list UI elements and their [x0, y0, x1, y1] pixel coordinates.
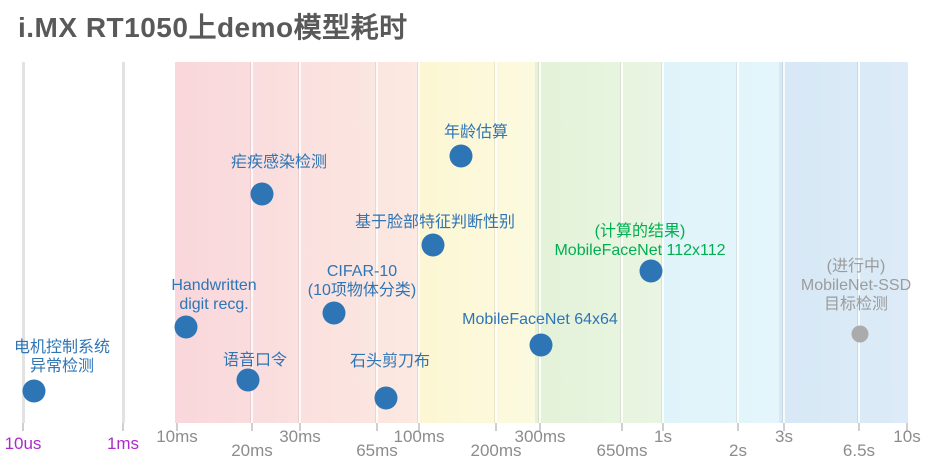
- point-mobilefacenet-112: [639, 259, 663, 283]
- gridline-20ms: [251, 62, 253, 423]
- gridline-200ms: [495, 62, 497, 423]
- label-gender-from-face: 基于脸部特征判断性别: [355, 213, 515, 232]
- tick-20ms: [251, 423, 253, 431]
- gridline-30ms: [299, 62, 301, 423]
- tick-label-300ms: 300ms: [514, 427, 566, 446]
- tick-3s: [783, 423, 785, 431]
- label-mobilenet-ssd: (进行中) MobileNet-SSD 目标检测: [801, 257, 911, 314]
- label-motor-anomaly: 电机控制系统 异常检测: [14, 338, 110, 376]
- tick-label-200ms: 200ms: [470, 441, 522, 459]
- label-line: Handwritten: [171, 277, 257, 294]
- tick-label-10s: 10s: [893, 427, 921, 446]
- tick-200ms: [495, 423, 497, 431]
- gridline-2s: [737, 62, 739, 423]
- label-handwritten-digit: Handwritten digit recg.: [171, 276, 256, 314]
- gridline-65ms: [376, 62, 378, 423]
- time-band-10ms-100ms: [175, 62, 419, 423]
- point-voice-command: [236, 368, 260, 392]
- label-line: 异常检测: [29, 358, 95, 375]
- tick-30ms: [299, 423, 301, 431]
- tick-label-30ms: 30ms: [279, 427, 321, 446]
- tick-1s: [662, 423, 664, 431]
- label-rock-paper-scissors: 石头剪刀布: [350, 352, 430, 371]
- tick-label-1s: 1s: [654, 427, 672, 446]
- gridline-3s: [783, 62, 785, 423]
- gridline-6.5s: [858, 62, 860, 423]
- tick-10ms: [176, 423, 178, 431]
- point-mobilefacenet-64: [529, 333, 553, 357]
- label-mobilefacenet-64: MobileFaceNet 64x64: [462, 310, 618, 329]
- label-age-estimation: 年龄估算: [444, 123, 508, 142]
- label-line: 石头剪刀布: [349, 353, 431, 370]
- label-line: MobileFaceNet 64x64: [462, 311, 618, 328]
- gridline-10us: [22, 62, 25, 423]
- tick-650ms: [621, 423, 623, 431]
- point-motor-anomaly: [22, 379, 46, 403]
- label-line: 疟疾感染检测: [230, 154, 328, 171]
- time-band-300ms-1s: [535, 62, 663, 423]
- point-mobilenet-ssd: [851, 325, 869, 343]
- label-line: 基于脸部特征判断性别: [354, 214, 516, 231]
- label-line: (进行中): [826, 258, 886, 275]
- tick-label-10us: 10us: [4, 434, 42, 453]
- label-line: digit recg.: [179, 296, 249, 313]
- label-line: 语音口令: [222, 352, 288, 369]
- gridline-1s: [662, 62, 664, 423]
- tick-2s: [737, 423, 739, 431]
- tick-label-650ms: 650ms: [596, 441, 648, 459]
- gridline-100ms: [418, 62, 420, 423]
- point-cifar10: [322, 301, 346, 325]
- label-line: CIFAR-10: [326, 263, 398, 280]
- point-age-estimation: [449, 144, 473, 168]
- label-mobilefacenet-112: (计算的结果) MobileFaceNet 112x112: [554, 222, 725, 260]
- tick-label-10ms: 10ms: [156, 427, 198, 446]
- label-line: (10项物体分类): [307, 282, 417, 299]
- chart-title: i.MX RT1050上demo模型耗时: [18, 12, 408, 43]
- label-line: 电机控制系统: [13, 339, 111, 356]
- tick-10s: [906, 423, 908, 431]
- label-voice-command: 语音口令: [223, 351, 287, 370]
- time-band-1s-3s: [663, 62, 779, 423]
- time-band-3s-10s: [779, 62, 908, 423]
- tick-1ms: [122, 423, 124, 431]
- point-malaria-detect: [250, 182, 274, 206]
- point-gender-from-face: [421, 233, 445, 257]
- tick-label-65ms: 65ms: [356, 441, 398, 459]
- tick-label-20ms: 20ms: [231, 441, 273, 459]
- label-cifar10: CIFAR-10 (10项物体分类): [308, 262, 416, 300]
- tick-label-2s: 2s: [729, 441, 747, 459]
- point-rock-paper-scissors: [374, 386, 398, 410]
- label-malaria-detect: 疟疾感染检测: [231, 153, 327, 172]
- point-handwritten-digit: [174, 315, 198, 339]
- tick-10us: [22, 423, 24, 431]
- tick-label-1ms: 1ms: [106, 434, 140, 453]
- label-line: (计算的结果): [594, 223, 686, 240]
- gridline-300ms: [539, 62, 541, 423]
- label-line: MobileNet-SSD: [800, 277, 912, 294]
- tick-65ms: [376, 423, 378, 431]
- tick-label-3s: 3s: [775, 427, 793, 446]
- label-line: MobileFaceNet 112x112: [554, 242, 726, 259]
- label-line: 目标检测: [823, 296, 889, 313]
- tick-label-6.5s: 6.5s: [842, 441, 876, 459]
- tick-100ms: [418, 423, 420, 431]
- tick-300ms: [539, 423, 541, 431]
- tick-label-100ms: 100ms: [393, 427, 445, 446]
- tick-6.5s: [858, 423, 860, 431]
- gridline-1ms: [122, 62, 125, 423]
- label-line: 年龄估算: [443, 124, 509, 141]
- gridline-650ms: [621, 62, 623, 423]
